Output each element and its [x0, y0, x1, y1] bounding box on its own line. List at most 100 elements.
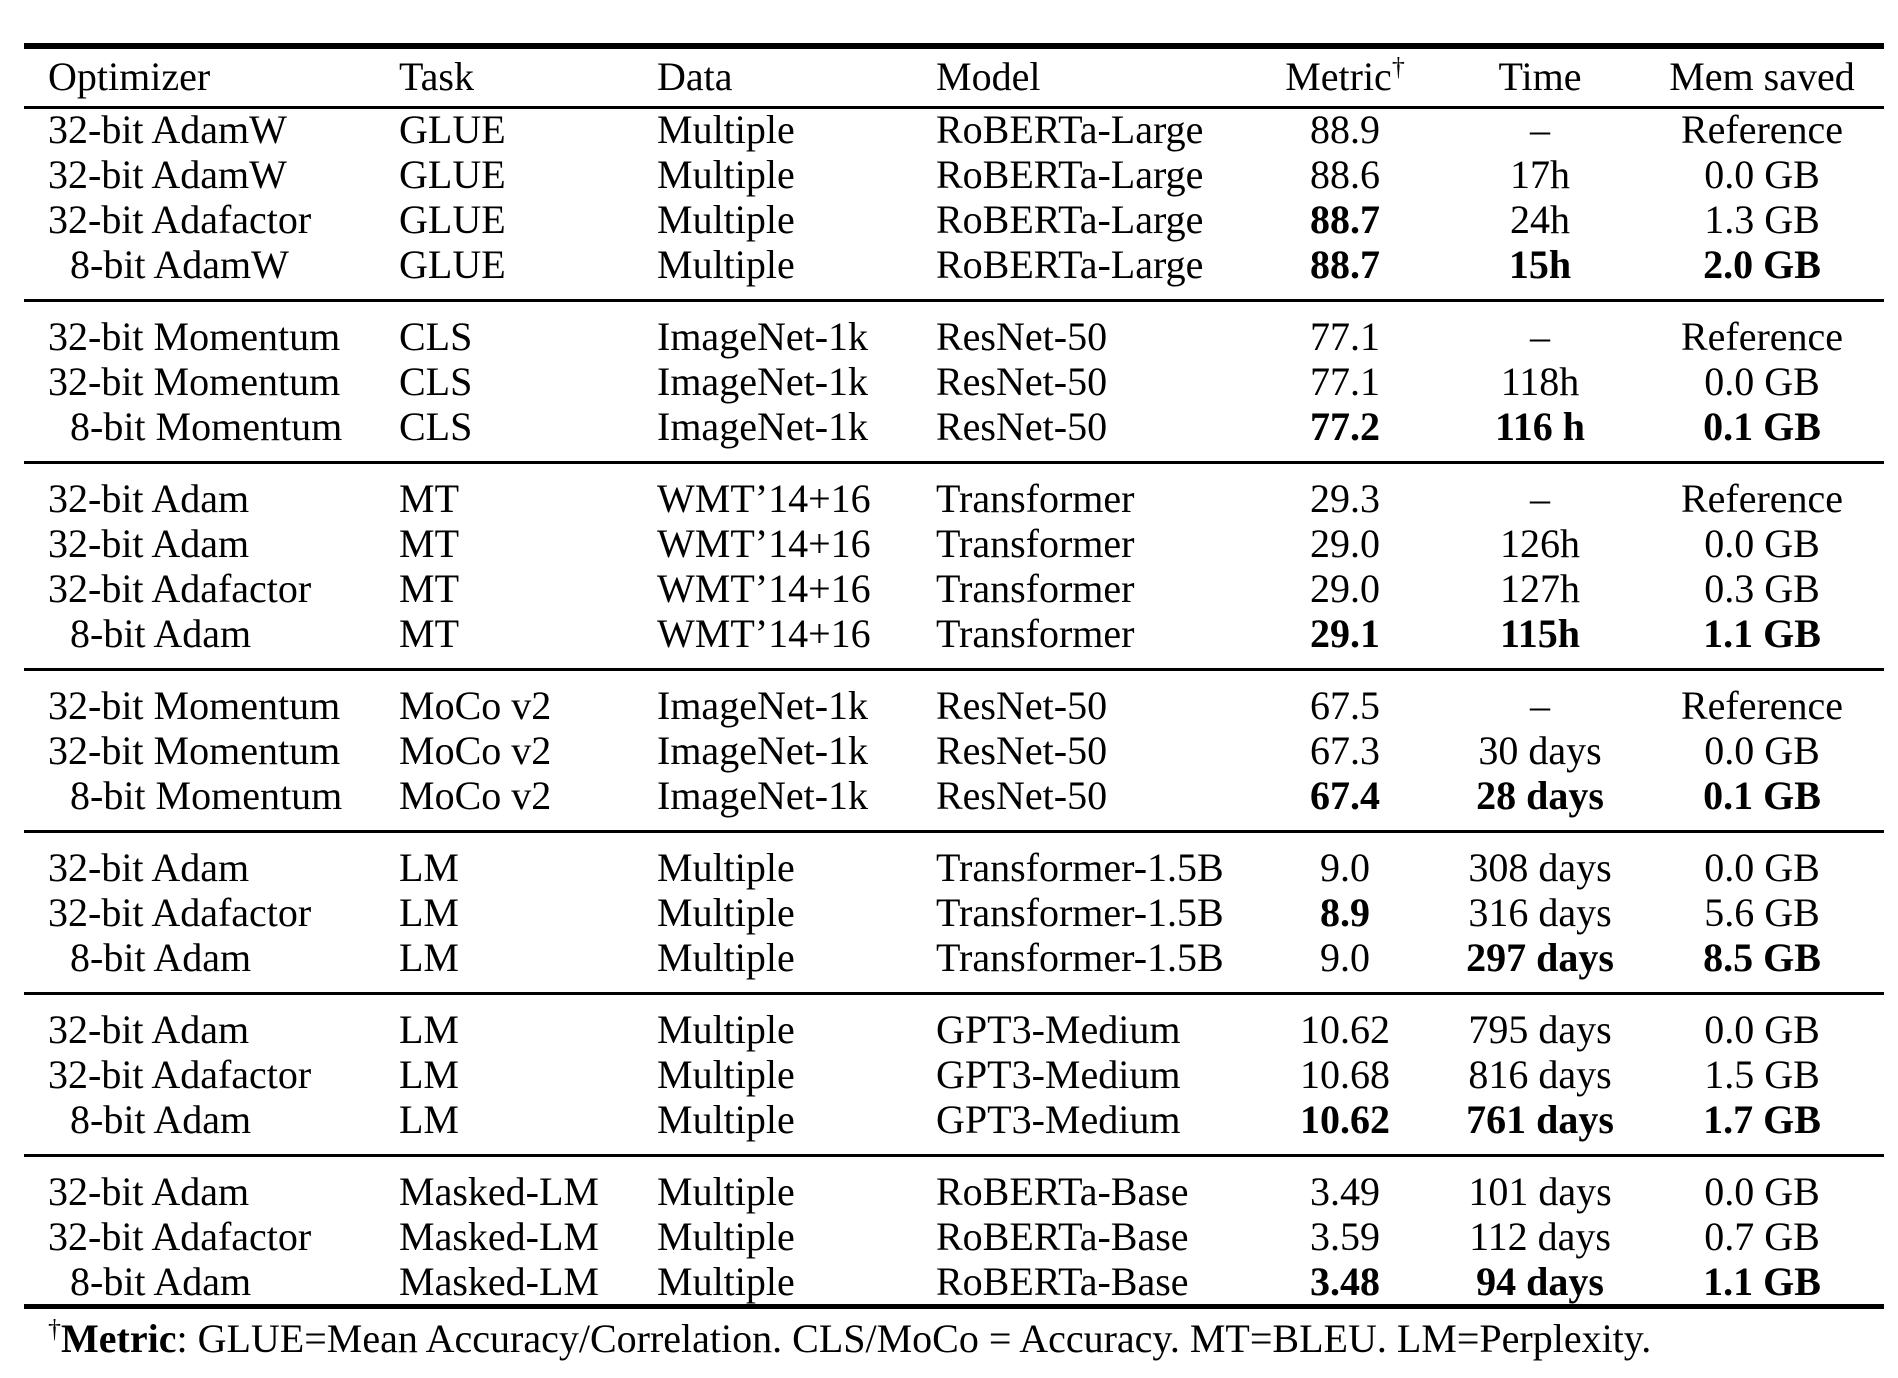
cell-metric: 77.1	[1310, 313, 1380, 359]
cell-metric: 9.0	[1320, 844, 1370, 890]
cell-optimizer: 32-bit Adafactor	[48, 565, 312, 611]
group-separator	[24, 449, 1884, 476]
cell-mem: 0.0 GB	[1704, 727, 1820, 773]
cell-model: ResNet-50	[936, 313, 1108, 359]
cell-model: RoBERTa-Large	[936, 196, 1204, 242]
cell-optimizer: 8-bit Adam	[70, 1258, 252, 1304]
group-separator-row	[24, 287, 1884, 314]
col-header-model: Model	[936, 49, 1250, 109]
group-separator-rule	[24, 830, 1884, 833]
cell-data: WMT’14+16	[657, 565, 871, 611]
cell-mem: 8.5 GB	[1703, 934, 1821, 980]
cell-optimizer: 8-bit Adam	[70, 934, 252, 980]
group-separator-rule	[24, 461, 1884, 464]
table-row: 32-bit Momentum MoCo v2 ImageNet-1k ResNet-…	[24, 683, 1884, 728]
table-row: 32-bit Adam LM Multiple GPT3-Medium 10.62 795…	[24, 1007, 1884, 1052]
cell-optimizer: 32-bit Momentum	[48, 682, 341, 728]
table-row: 32-bit AdamW GLUE Multiple RoBERTa-Large 88.…	[24, 107, 1884, 152]
cell-mem: 1.7 GB	[1703, 1096, 1821, 1142]
cell-optimizer: 32-bit Momentum	[48, 727, 341, 773]
table-group: 32-bit Momentum CLS ImageNet-1k ResNet-50 77…	[24, 314, 1884, 449]
table-row: 32-bit Momentum CLS ImageNet-1k ResNet-50 77…	[24, 359, 1884, 404]
col-header-metric: Metric†	[1250, 49, 1440, 109]
cell-model: RoBERTa-Large	[936, 107, 1204, 153]
cell-task: MT	[399, 565, 459, 611]
cell-time: –	[1530, 313, 1550, 359]
cell-data: Multiple	[657, 1096, 795, 1142]
cell-optimizer: 32-bit Adam	[48, 1006, 250, 1052]
table-row: 8-bit Adam LM Multiple GPT3-Medium 10.62 761 …	[24, 1097, 1884, 1142]
cell-metric: 10.62	[1300, 1006, 1390, 1052]
cell-data: Multiple	[657, 889, 795, 935]
cell-data: Multiple	[657, 1051, 795, 1097]
cell-time: 101 days	[1468, 1168, 1612, 1214]
cell-metric: 67.4	[1310, 772, 1380, 818]
cell-task: GLUE	[399, 241, 506, 287]
cell-model: ResNet-50	[936, 772, 1108, 818]
cell-time: 297 days	[1466, 934, 1614, 980]
cell-task: LM	[399, 934, 459, 980]
cell-task: Masked-LM	[399, 1213, 599, 1259]
cell-task: GLUE	[399, 196, 506, 242]
cell-time: 116 h	[1494, 403, 1586, 449]
table-row: 32-bit Adam MT WMT’14+16 Transformer 29.3 – Re…	[24, 476, 1884, 521]
cell-data: Multiple	[657, 241, 795, 287]
cell-task: GLUE	[399, 107, 506, 153]
cell-data: Multiple	[657, 934, 795, 980]
cell-model: Transformer-1.5B	[936, 844, 1224, 890]
cell-optimizer: 32-bit Adafactor	[48, 196, 312, 242]
cell-mem: Reference	[1680, 475, 1844, 521]
cell-metric: 8.9	[1320, 889, 1370, 935]
group-separator-row	[24, 656, 1884, 683]
cell-mem: Reference	[1680, 107, 1844, 153]
group-separator-cell	[24, 287, 1884, 314]
cell-task: CLS	[399, 403, 473, 449]
cell-model: RoBERTa-Base	[936, 1258, 1189, 1304]
cell-data: Multiple	[657, 1168, 795, 1214]
cell-metric: 88.7	[1310, 241, 1380, 287]
table-row: 8-bit AdamW GLUE Multiple RoBERTa-Large 88.7…	[24, 242, 1884, 287]
cell-data: Multiple	[657, 1258, 795, 1304]
cell-time: 816 days	[1468, 1051, 1612, 1097]
cell-model: RoBERTa-Large	[936, 151, 1204, 197]
cell-metric: 77.1	[1310, 358, 1380, 404]
cell-optimizer: 32-bit AdamW	[48, 107, 287, 153]
cell-data: WMT’14+16	[657, 475, 871, 521]
cell-task: LM	[399, 1006, 459, 1052]
cell-task: Masked-LM	[399, 1168, 599, 1214]
cell-model: ResNet-50	[936, 358, 1108, 404]
cell-optimizer: 8-bit Momentum	[70, 403, 343, 449]
cell-time: 761 days	[1466, 1096, 1614, 1142]
cell-time: 28 days	[1476, 772, 1604, 818]
group-separator	[24, 1142, 1884, 1169]
cell-data: Multiple	[657, 151, 795, 197]
cell-task: Masked-LM	[399, 1258, 599, 1304]
cell-mem: 0.0 GB	[1704, 520, 1820, 566]
table-bottom-rule	[24, 1304, 1884, 1309]
cell-time: 308 days	[1468, 844, 1612, 890]
cell-data: ImageNet-1k	[657, 727, 869, 773]
cell-task: MT	[399, 520, 459, 566]
cell-data: Multiple	[657, 107, 795, 153]
cell-time: 15h	[1508, 241, 1572, 287]
group-separator	[24, 656, 1884, 683]
cell-model: GPT3-Medium	[936, 1006, 1181, 1052]
cell-time: 24h	[1510, 196, 1570, 242]
cell-mem: 0.0 GB	[1704, 1168, 1820, 1214]
cell-model: RoBERTa-Base	[936, 1213, 1189, 1259]
table-row: 32-bit Adafactor Masked-LM Multiple RoBERTa…	[24, 1214, 1884, 1259]
table-row: 8-bit Adam LM Multiple Transformer-1.5B 9.0 2…	[24, 935, 1884, 980]
col-header-data: Data	[657, 49, 936, 109]
cell-task: CLS	[399, 358, 473, 404]
table-row: 8-bit Adam Masked-LM Multiple RoBERTa-Base 3…	[24, 1259, 1884, 1304]
cell-optimizer: 32-bit Adafactor	[48, 1213, 312, 1259]
cell-data: Multiple	[657, 844, 795, 890]
cell-optimizer: 8-bit Adam	[70, 1096, 252, 1142]
dagger-icon: †	[1391, 52, 1405, 82]
cell-time: 127h	[1500, 565, 1580, 611]
col-header-task: Task	[399, 49, 657, 109]
cell-task: MoCo v2	[399, 727, 552, 773]
cell-optimizer: 32-bit Adam	[48, 844, 250, 890]
cell-metric: 67.3	[1310, 727, 1380, 773]
group-separator	[24, 287, 1884, 314]
